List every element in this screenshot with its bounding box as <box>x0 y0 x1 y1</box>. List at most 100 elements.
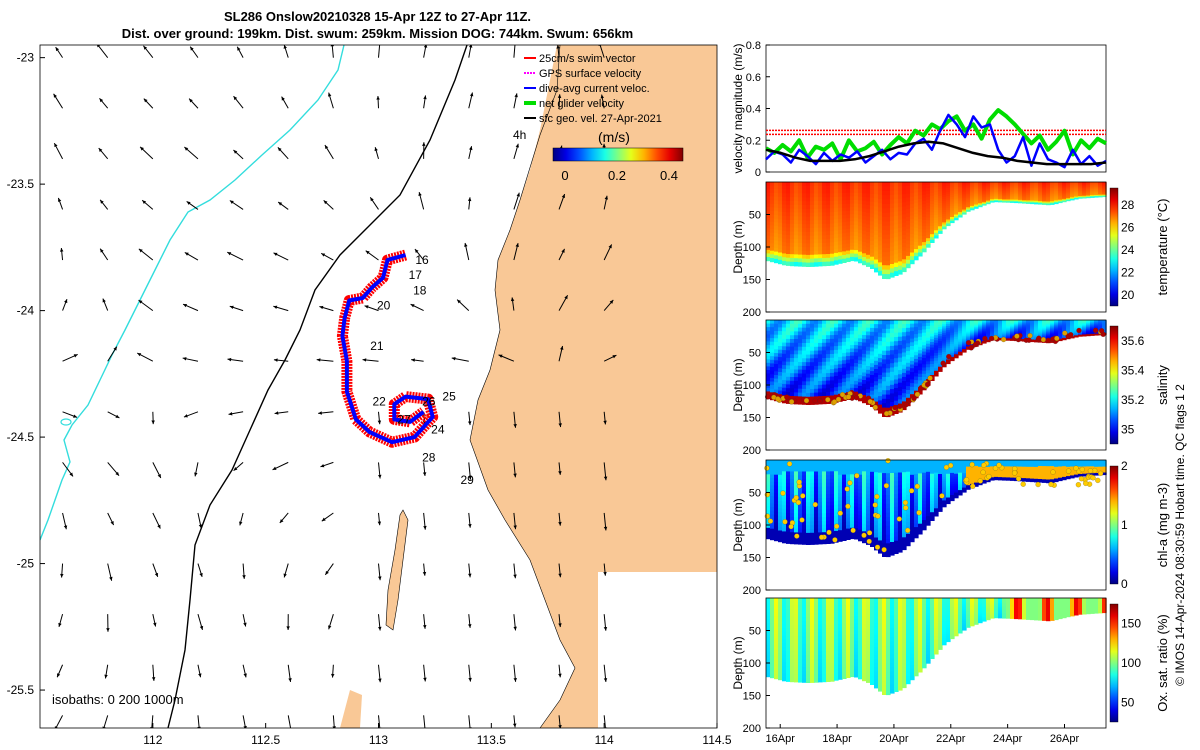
data-cell <box>870 530 875 536</box>
data-cell <box>970 182 975 184</box>
data-cell <box>1062 320 1067 323</box>
data-cell <box>1014 329 1019 331</box>
data-cell <box>942 334 947 338</box>
data-cell <box>970 336 975 339</box>
data-cell <box>850 467 855 472</box>
data-cell <box>810 389 815 394</box>
data-cell <box>802 220 807 225</box>
data-cell <box>794 231 799 236</box>
data-cell <box>894 337 899 342</box>
data-cell <box>842 389 847 394</box>
velocity-arrowhead <box>227 357 232 362</box>
data-cell <box>922 373 927 378</box>
data-cell <box>834 327 839 332</box>
data-cell <box>902 332 907 337</box>
data-cell <box>802 536 807 541</box>
data-cell <box>1038 195 1043 197</box>
data-cell <box>790 227 795 232</box>
data-cell <box>958 204 963 207</box>
data-cell <box>806 521 811 526</box>
velocity-arrowhead <box>515 143 519 148</box>
track-day-label: 28 <box>422 450 436 464</box>
data-cell <box>974 205 979 208</box>
data-cell <box>934 355 939 359</box>
data-cell <box>826 471 831 476</box>
data-cell <box>1070 320 1075 322</box>
data-cell <box>794 189 799 194</box>
data-cell <box>898 353 903 359</box>
data-cell <box>1026 195 1031 198</box>
data-cell <box>1058 335 1063 338</box>
data-cell <box>850 492 855 497</box>
data-cell <box>870 331 875 337</box>
data-cell <box>902 243 907 248</box>
data-cell <box>770 254 775 259</box>
data-cell <box>938 327 943 330</box>
data-cell <box>826 357 831 363</box>
data-cell <box>1010 332 1015 335</box>
data-cell <box>1018 189 1023 191</box>
data-cell <box>794 216 799 221</box>
data-cell <box>886 239 891 244</box>
data-cell <box>878 485 883 491</box>
data-cell <box>822 235 827 240</box>
data-cell <box>770 507 775 512</box>
data-cell <box>854 359 859 364</box>
data-cell <box>934 227 939 231</box>
data-cell <box>886 203 891 209</box>
data-cell <box>834 349 839 355</box>
data-cell <box>766 337 771 342</box>
data-cell <box>886 221 891 227</box>
data-cell <box>994 190 999 192</box>
data-cell <box>1074 195 1079 197</box>
data-cell <box>882 516 887 522</box>
data-cell <box>882 381 887 387</box>
data-cell <box>818 509 823 514</box>
data-cell <box>914 344 919 349</box>
data-cell <box>818 320 823 325</box>
data-cell <box>902 182 907 187</box>
data-cell <box>778 474 783 480</box>
data-cell <box>882 195 887 201</box>
data-cell <box>802 385 807 390</box>
data-cell <box>858 338 863 343</box>
data-cell <box>778 357 783 362</box>
data-cell <box>774 320 779 325</box>
data-cell <box>798 392 803 397</box>
data-cell <box>870 248 875 254</box>
data-cell <box>866 335 871 340</box>
data-cell <box>818 532 823 537</box>
data-cell <box>858 493 863 498</box>
data-cell <box>966 187 971 190</box>
data-cell <box>802 365 807 371</box>
data-cell <box>782 331 787 336</box>
data-cell <box>790 354 795 359</box>
data-cell <box>950 220 955 224</box>
data-cell <box>1022 191 1027 194</box>
data-cell <box>882 328 887 334</box>
data-cell <box>978 186 983 189</box>
data-cell <box>782 531 787 536</box>
data-cell <box>830 460 835 465</box>
data-cell <box>806 189 811 195</box>
data-cell <box>990 322 995 325</box>
data-cell <box>786 231 791 236</box>
data-point <box>812 398 818 404</box>
data-cell <box>802 498 807 503</box>
data-cell <box>1026 328 1031 331</box>
data-cell <box>810 529 815 534</box>
data-cell <box>922 207 927 212</box>
data-cell <box>1034 328 1039 331</box>
data-cell <box>1002 323 1007 326</box>
data-cell <box>1078 322 1083 324</box>
data-cell <box>1010 321 1015 324</box>
data-cell <box>854 495 859 500</box>
data-cell <box>882 368 887 374</box>
velocity-arrowhead <box>143 45 148 50</box>
data-cell <box>834 238 839 243</box>
data-cell <box>1046 322 1051 324</box>
data-cell <box>1062 187 1067 189</box>
data-cell <box>798 513 803 518</box>
data-cell <box>866 231 871 237</box>
data-cell <box>1046 323 1051 325</box>
